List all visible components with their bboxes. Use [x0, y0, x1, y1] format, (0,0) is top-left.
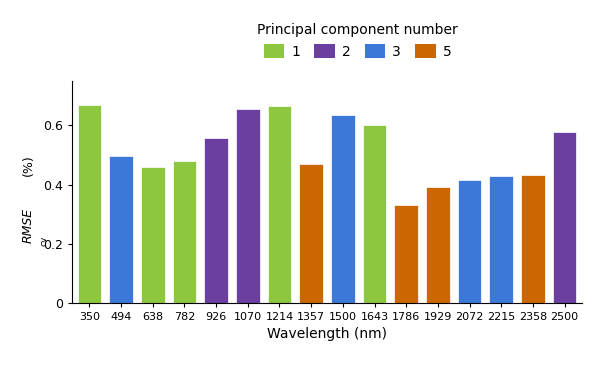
Text: cv: cv — [40, 235, 49, 246]
Bar — [77, 105, 101, 303]
Bar — [490, 176, 513, 303]
Text: (%): (%) — [22, 155, 35, 176]
Bar — [141, 167, 164, 303]
Bar — [331, 115, 355, 303]
Bar — [394, 204, 418, 303]
Text: RMSE: RMSE — [22, 207, 35, 243]
Bar — [299, 164, 323, 303]
Bar — [362, 125, 386, 303]
Bar — [109, 156, 133, 303]
Bar — [268, 106, 292, 303]
Bar — [521, 175, 545, 303]
Bar — [426, 187, 450, 303]
Bar — [458, 180, 481, 303]
Legend: 1, 2, 3, 5: 1, 2, 3, 5 — [251, 17, 464, 64]
Bar — [173, 161, 196, 303]
Bar — [204, 138, 228, 303]
X-axis label: Wavelength (nm): Wavelength (nm) — [267, 327, 387, 341]
Bar — [236, 109, 260, 303]
Bar — [553, 132, 577, 303]
